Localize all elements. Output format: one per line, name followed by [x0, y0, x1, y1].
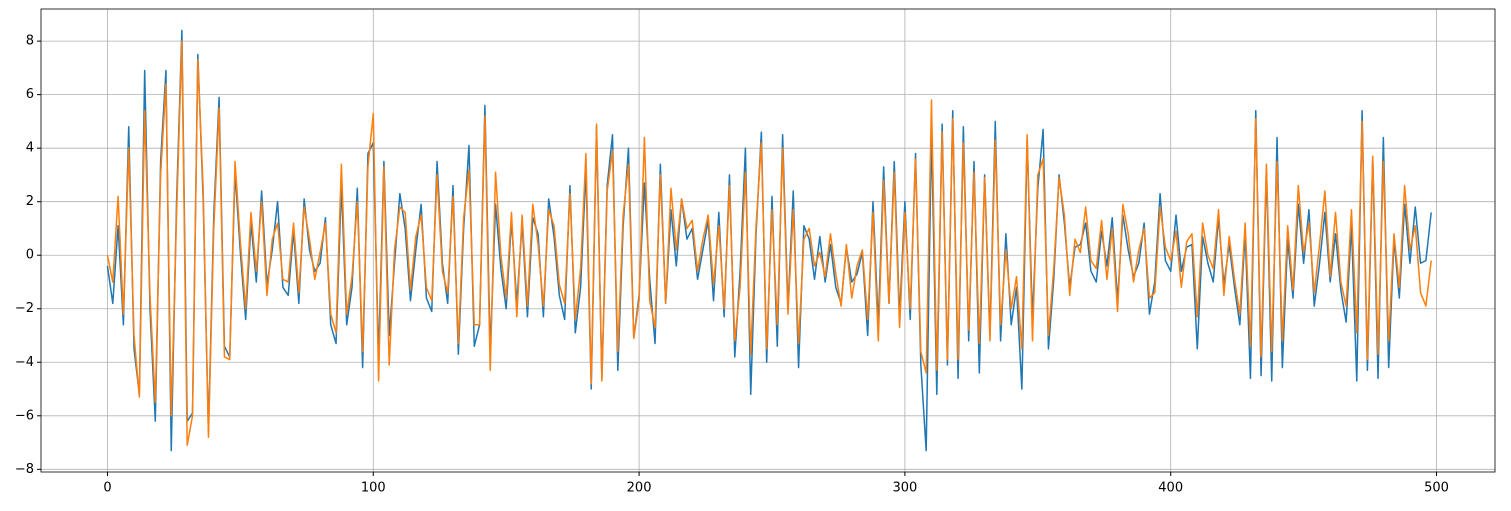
x-tick-label: 0 [103, 481, 111, 496]
x-tick-label: 100 [361, 481, 386, 496]
x-tick-label: 500 [1424, 481, 1449, 496]
y-tick-label: −6 [15, 408, 34, 423]
y-tick-label: 8 [26, 34, 34, 49]
y-tick-label: −4 [15, 355, 34, 370]
y-tick-label: −2 [15, 301, 34, 316]
y-tick-label: 0 [26, 248, 34, 263]
series-line [106, 29, 1432, 452]
y-tick-label: 4 [26, 141, 34, 156]
plot-frame [40, 8, 1496, 473]
series-line [106, 40, 1432, 446]
y-tick-label: −8 [15, 462, 34, 477]
x-tick-label: 200 [627, 481, 652, 496]
y-tick-label: 6 [26, 87, 34, 102]
x-tick-label: 300 [892, 481, 917, 496]
x-tick-label: 400 [1158, 481, 1183, 496]
y-tick-label: 2 [26, 194, 34, 209]
